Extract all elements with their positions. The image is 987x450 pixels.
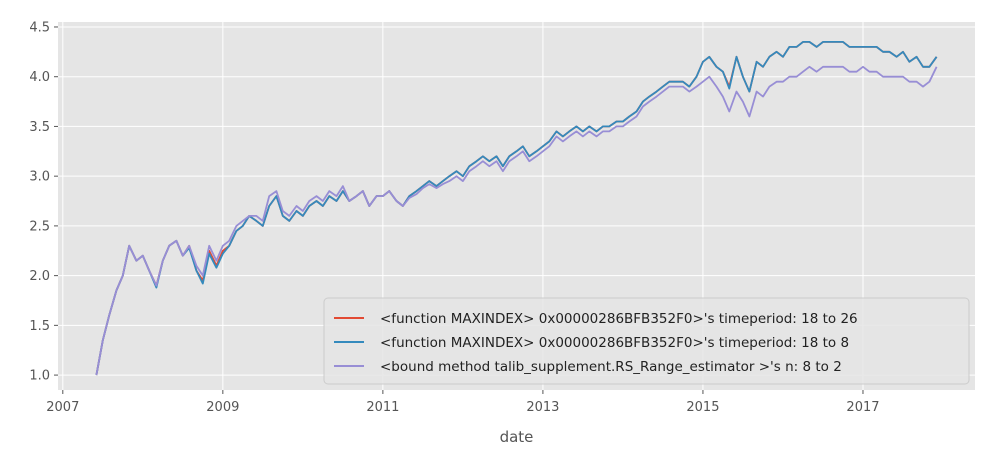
legend-label: <function MAXINDEX> 0x00000286BFB352F0>'… [380,335,849,351]
series-line-3 [95,65,938,376]
legend: <function MAXINDEX> 0x00000286BFB352F0>'… [323,297,970,385]
series-group [95,41,938,376]
legend-label: <function MAXINDEX> 0x00000286BFB352F0>'… [380,311,858,327]
x-tick-label: 2013 [526,400,559,415]
y-tick-label: 2.5 [29,219,50,234]
ticks-group: 2007 2009 2011 2013 2015 2017 1.0 1.5 2.0 2.5 3.0 3… [29,20,879,415]
x-tick-label: 2011 [366,400,399,415]
y-tick-label: 4.0 [29,70,50,85]
x-axis-label: date [500,428,534,446]
series-line-2 [95,41,938,376]
legend-label: <bound method talib_supplement.RS_Range_… [380,359,842,375]
y-tick-label: 1.0 [29,369,50,384]
y-tick-label: 4.5 [29,20,50,35]
x-tick-label: 2007 [46,400,79,415]
x-tick-label: 2009 [206,400,239,415]
x-tick-label: 2017 [846,400,879,415]
y-tick-label: 2.0 [29,269,50,284]
y-tick-label: 1.5 [29,319,50,334]
legend-box [323,297,970,385]
x-tick-label: 2015 [686,400,719,415]
y-tick-label: 3.5 [29,120,50,135]
y-tick-label: 3.0 [29,170,50,185]
